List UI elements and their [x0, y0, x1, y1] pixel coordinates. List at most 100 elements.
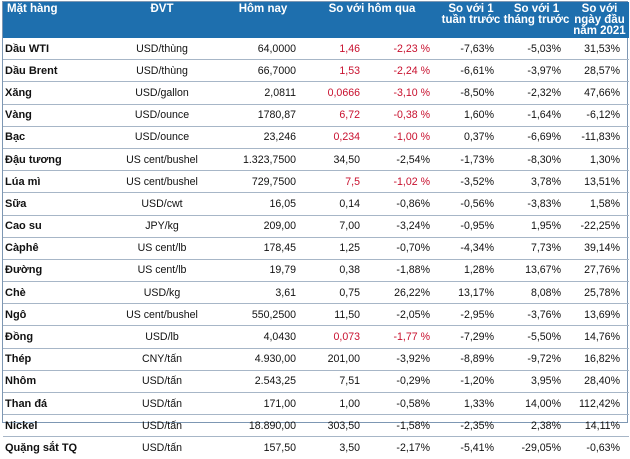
cell-vs-ytd: 31,53%	[570, 38, 629, 61]
cell-change-pct: -1,58%	[369, 414, 439, 438]
cell-vs-ytd: 13,69%	[570, 303, 629, 327]
cell-change-pct: -2,17%	[396, 441, 430, 454]
cell-unit: USD/ounce	[103, 104, 221, 127]
cell-change: 0,234	[305, 126, 369, 149]
cell-vs-1month: -9,72%	[503, 348, 570, 371]
cell-vs-1month: -3,97%	[503, 59, 570, 83]
header-vs-yesterday: So với hôm qua	[305, 2, 439, 38]
cell-vs-ytd: 47,66%	[570, 81, 629, 105]
cell-change-pct: -1,77 %	[369, 325, 439, 349]
table-row: Chè USD/kg 3,61 0,75 26,22% 13,17% 8,08% 25,78%	[3, 281, 629, 305]
cell-unit: CNY/tấn	[103, 348, 221, 371]
cell-unit: USD/tấn	[141, 441, 183, 454]
cell-change: 11,50	[305, 303, 369, 327]
cell-item: Nickel	[3, 414, 103, 438]
cell-vs-1week: -7,29%	[439, 325, 503, 349]
cell-today: 171,00	[221, 392, 305, 416]
cell-vs-1month: 14,00%	[503, 392, 570, 416]
cell-change: 303,50	[305, 414, 369, 438]
cell-vs-1week: -1,73%	[439, 148, 503, 172]
cell-change-pct: -2,24 %	[369, 59, 439, 83]
table-row: Dầu Brent USD/thùng 66,7000 1,53 -2,24 % -6,6…	[3, 59, 629, 83]
cell-item: Lúa mì	[3, 170, 103, 194]
cell-change: 1,00	[305, 392, 369, 416]
cell-today: 729,7500	[221, 170, 305, 194]
cell-vs-ytd: -22,25%	[570, 215, 629, 238]
cell-item: Nhôm	[3, 370, 103, 394]
cell-vs-1week: 13,17%	[439, 281, 503, 305]
cell-item: Xăng	[3, 81, 103, 105]
cell-vs-ytd: 112,42%	[570, 392, 629, 416]
header-vs-ytd: So với ngày đầu năm 2021	[570, 2, 629, 38]
cell-unit: US cent/lb	[103, 259, 221, 283]
cell-vs-1month: -8,30%	[503, 148, 570, 172]
table-row: Nickel USD/tấn 18.890,00 303,50 -1,58% -2,35%…	[3, 414, 629, 438]
cell-change-pct: -3,92%	[369, 348, 439, 371]
cell-vs-1month: 2,38%	[503, 414, 570, 438]
cell-change: 34,50	[305, 148, 369, 172]
cell-vs-ytd: 39,14%	[570, 237, 629, 260]
cell-item: Vàng	[3, 104, 103, 127]
cell-vs-1month: 8,08%	[503, 281, 570, 305]
commodity-price-table: Mặt hàng ĐVT Hôm nay So với hôm qua So v…	[3, 2, 629, 459]
cell-vs-1week: 1,28%	[439, 259, 503, 283]
cell-vs-1week: -8,50%	[439, 81, 503, 105]
table-row: Thép CNY/tấn 4.930,00 201,00 -3,92% -8,89% -9,…	[3, 348, 629, 371]
cell-vs-1month: 13,67%	[503, 259, 570, 283]
cell-change-pct: -3,10 %	[369, 81, 439, 105]
cell-change: 0,75	[305, 281, 369, 305]
cell-vs-1month: -6,69%	[503, 126, 570, 149]
cell-unit: USD/thùng	[103, 38, 221, 61]
cell-vs-1week: -2,35%	[439, 414, 503, 438]
cell-vs-ytd: 25,78%	[570, 281, 629, 305]
cell-item: Thép	[3, 348, 103, 371]
cell-vs-1month: -3,83%	[503, 192, 570, 216]
cell-item: Than đá	[3, 392, 103, 416]
cell-vs-ytd: 27,76%	[570, 259, 629, 283]
cell-vs-1month: 7,73%	[503, 237, 570, 260]
cell-today: 4.930,00	[221, 348, 305, 371]
cell-change-pct: -0,58%	[369, 392, 439, 416]
cell-vs-1week: -0,56%	[439, 192, 503, 216]
table-row: Đường US cent/lb 19,79 0,38 -1,88% 1,28% 13,67…	[3, 259, 629, 283]
cell-vs-ytd: 13,51%	[570, 170, 629, 194]
table-row: Vàng USD/ounce 1780,87 6,72 -0,38 % 1,60% -1,6…	[3, 104, 629, 127]
table-row: Bạc USD/ounce 23,246 0,234 -1,00 % 0,37% -6,69…	[3, 126, 629, 149]
cell-unit: US cent/bushel	[103, 148, 221, 172]
table-header: Mặt hàng ĐVT Hôm nay So với hôm qua So v…	[3, 2, 629, 38]
cell-vs-1week: -0,95%	[439, 215, 503, 238]
cell-unit: USD/cwt	[103, 192, 221, 216]
cell-vs-1month: -2,32%	[503, 81, 570, 105]
cell-item: Dầu WTI	[3, 38, 103, 61]
cell-vs-ytd: 14,76%	[570, 325, 629, 349]
cell-change-pct: -2,23 %	[369, 38, 439, 61]
cell-change: 1,25	[305, 237, 369, 260]
header-unit: ĐVT	[103, 2, 221, 38]
table-row: Nhôm USD/tấn 2.543,25 7,51 -0,29% -1,20% 3,95%…	[3, 370, 629, 394]
cell-vs-ytd: 16,82%	[570, 348, 629, 371]
cell-vs-1month: -5,50%	[503, 325, 570, 349]
cell-change: 7,5	[305, 170, 369, 194]
cell-change-pct: -3,24%	[369, 215, 439, 238]
cell-vs-ytd: -0,63%	[586, 441, 620, 454]
table-row: Lúa mì US cent/bushel 729,7500 7,5 -1,02 % -3…	[3, 170, 629, 194]
table-row: Quặng sắt TQ USD/tấn 157,50 3,50 -2,17% -5,41…	[3, 437, 629, 459]
cell-unit: USD/tấn	[103, 370, 221, 394]
cell-change-pct: 26,22%	[369, 281, 439, 305]
cell-today: 66,7000	[221, 59, 305, 83]
cell-vs-1week: -2,95%	[439, 303, 503, 327]
cell-change-pct: -0,29%	[369, 370, 439, 394]
cell-change: 7,00	[305, 215, 369, 238]
cell-item: Đậu tương	[3, 148, 103, 172]
header-item: Mặt hàng	[3, 2, 103, 38]
cell-unit: USD/thùng	[103, 59, 221, 83]
cell-unit: USD/tấn	[103, 414, 221, 438]
table-row: Dầu WTI USD/thùng 64,0000 1,46 -2,23 % -7,63%…	[3, 38, 629, 61]
cell-unit: JPY/kg	[103, 215, 221, 238]
table-row: Cao su JPY/kg 209,00 7,00 -3,24% -0,95% 1,95% -…	[3, 215, 629, 238]
cell-today: 178,45	[221, 237, 305, 260]
header-vs-1week: So với 1 tuần trước	[439, 2, 503, 38]
cell-change-pct: -2,54%	[369, 148, 439, 172]
cell-change: 0,0666	[305, 81, 369, 105]
cell-today: 550,2500	[221, 303, 305, 327]
